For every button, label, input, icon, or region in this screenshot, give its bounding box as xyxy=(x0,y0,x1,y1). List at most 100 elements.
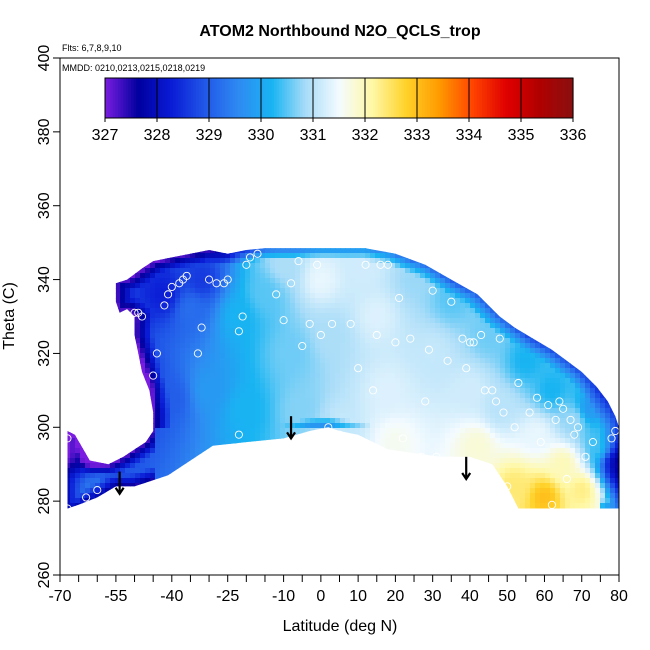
observation-point xyxy=(417,452,426,461)
observation-point xyxy=(510,423,519,432)
colorbar-segment xyxy=(320,78,324,118)
colorbar-segment xyxy=(318,78,322,118)
colorbar-segment xyxy=(560,78,564,118)
colorbar-segment xyxy=(190,78,194,118)
colorbar-segment xyxy=(292,78,296,118)
colorbar-segment xyxy=(484,78,488,118)
x-axis-label: Latitude (deg N) xyxy=(283,618,398,635)
x-tick-label: -55 xyxy=(104,588,127,605)
colorbar-segment xyxy=(167,78,171,118)
observation-point xyxy=(234,430,243,439)
colorbar-segment xyxy=(479,78,483,118)
colorbar-segment xyxy=(235,78,239,118)
colorbar-segment xyxy=(287,78,291,118)
observation-point xyxy=(495,334,504,343)
colorbar-segment xyxy=(541,78,545,118)
observation-point xyxy=(424,345,433,354)
colorbar-segment xyxy=(253,78,257,118)
colorbar-segment xyxy=(281,78,285,118)
colorbar-tick-label: 330 xyxy=(248,127,275,144)
colorbar-segment xyxy=(518,78,522,118)
colorbar-segment xyxy=(471,78,475,118)
colorbar-segment xyxy=(352,78,356,118)
y-tick-label: 320 xyxy=(36,340,53,367)
colorbar-segment xyxy=(500,78,504,118)
colorbar-segment xyxy=(141,78,145,118)
arrow-marker xyxy=(114,471,125,496)
y-tick-label: 380 xyxy=(36,118,53,145)
colorbar-segment xyxy=(305,78,309,118)
colorbar-segment xyxy=(224,78,228,118)
colorbar-segment xyxy=(110,78,114,118)
colorbar-segment xyxy=(229,78,233,118)
observation-point xyxy=(588,438,597,447)
y-tick-label: 260 xyxy=(36,562,53,589)
observation-points xyxy=(63,249,620,513)
colorbar-segment xyxy=(450,78,454,118)
colorbar-segment xyxy=(276,78,280,118)
x-tick-label: -10 xyxy=(272,588,295,605)
colorbar-segment xyxy=(271,78,275,118)
colorbar-segment xyxy=(385,78,389,118)
colorbar-segment xyxy=(440,78,444,118)
colorbar-segment xyxy=(422,78,426,118)
observation-point xyxy=(279,316,288,325)
colorbar-segment xyxy=(242,78,246,118)
observation-point xyxy=(544,401,553,410)
colorbar-tick-label: 328 xyxy=(144,127,171,144)
colorbar-segment xyxy=(456,78,460,118)
colorbar-segment xyxy=(388,78,392,118)
colorbar-segment xyxy=(372,78,376,118)
colorbar-segment xyxy=(508,78,512,118)
colorbar-segment xyxy=(567,78,571,118)
observation-point xyxy=(555,397,564,406)
observation-point xyxy=(477,330,486,340)
colorbar-segment xyxy=(146,78,150,118)
colorbar-segment xyxy=(232,78,236,118)
colorbar-segment xyxy=(219,78,223,118)
colorbar-segment xyxy=(123,78,127,118)
observation-point xyxy=(462,364,471,373)
observation-point xyxy=(197,323,206,332)
colorbar-segment xyxy=(261,78,265,118)
colorbar-segment xyxy=(151,78,155,118)
observation-point xyxy=(503,482,512,491)
colorbar-tick-label: 335 xyxy=(508,127,535,144)
colorbar-segment xyxy=(521,78,525,118)
observation-point xyxy=(316,330,325,340)
colorbar-segment xyxy=(136,78,140,118)
arrow-marker xyxy=(286,416,296,441)
colorbar-segment xyxy=(107,78,111,118)
colorbar-segment xyxy=(398,78,402,118)
observation-point xyxy=(346,319,355,328)
colorbar-segment xyxy=(203,78,207,118)
colorbar-segment xyxy=(266,78,270,118)
colorbar-tick-label: 333 xyxy=(404,127,431,144)
y-tick-label: 280 xyxy=(36,488,53,515)
colorbar-segment xyxy=(201,78,205,118)
colorbar-segment xyxy=(297,78,301,118)
observation-point xyxy=(562,474,571,484)
colorbar-segment xyxy=(489,78,493,118)
colorbar-segment xyxy=(188,78,192,118)
colorbar-segment xyxy=(336,78,340,118)
flights-annotation: Flts: 6,7,8,9,10 xyxy=(62,43,122,53)
observation-point xyxy=(368,386,378,395)
colorbar-segment xyxy=(367,78,371,118)
colorbar-segment xyxy=(557,78,561,118)
colorbar-segment xyxy=(492,78,496,118)
observation-point xyxy=(525,408,534,417)
observation-point xyxy=(93,486,102,495)
colorbar-segment xyxy=(133,78,137,118)
colorbar-segment xyxy=(159,78,163,118)
observation-point xyxy=(205,275,214,284)
colorbar-segment xyxy=(175,78,179,118)
observation-point xyxy=(391,338,400,347)
observation-point xyxy=(383,260,392,269)
observation-point xyxy=(335,430,344,439)
observation-point xyxy=(559,404,568,413)
colorbar-segment xyxy=(513,78,517,118)
colorbar-segment xyxy=(214,78,218,118)
colorbar-segment xyxy=(149,78,153,118)
colorbar-segment xyxy=(131,78,135,118)
